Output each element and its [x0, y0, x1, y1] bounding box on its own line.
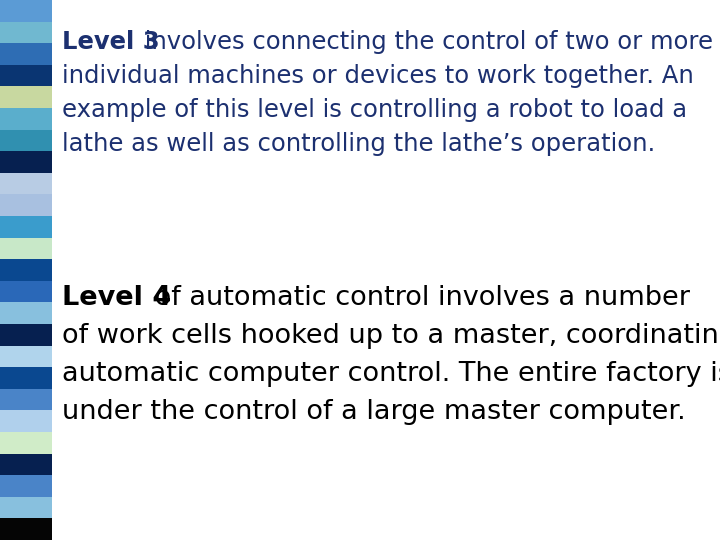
Bar [0, 0, 52, 22]
Bar [0, 259, 52, 281]
Bar [0, 86, 52, 108]
Bar [0, 65, 52, 86]
Bar [0, 497, 52, 518]
Text: Level 4: Level 4 [62, 285, 171, 311]
Text: of work cells hooked up to a master, coordinating: of work cells hooked up to a master, coo… [62, 323, 720, 349]
Bar [0, 432, 52, 454]
Text: automatic computer control. The entire factory is: automatic computer control. The entire f… [62, 361, 720, 387]
Bar [0, 475, 52, 497]
Text: of automatic control involves a number: of automatic control involves a number [146, 285, 690, 311]
Bar [0, 410, 52, 432]
Bar [0, 367, 52, 389]
Bar [0, 389, 52, 410]
Text: Level 3: Level 3 [62, 30, 160, 54]
Bar [0, 281, 52, 302]
Bar [0, 22, 52, 43]
Bar [0, 346, 52, 367]
Bar [0, 194, 52, 216]
Bar [0, 130, 52, 151]
Bar [0, 43, 52, 65]
Bar [0, 518, 52, 540]
Bar [0, 216, 52, 238]
Text: example of this level is controlling a robot to load a: example of this level is controlling a r… [62, 98, 687, 122]
Bar [0, 151, 52, 173]
Bar [0, 238, 52, 259]
Bar [0, 454, 52, 475]
Bar [0, 108, 52, 130]
Bar [0, 302, 52, 324]
Text: under the control of a large master computer.: under the control of a large master comp… [62, 399, 685, 425]
Text: individual machines or devices to work together. An: individual machines or devices to work t… [62, 64, 694, 88]
Bar [0, 324, 52, 346]
Text: lathe as well as controlling the lathe’s operation.: lathe as well as controlling the lathe’s… [62, 132, 655, 156]
Bar [0, 173, 52, 194]
Text: involves connecting the control of two or more: involves connecting the control of two o… [137, 30, 713, 54]
